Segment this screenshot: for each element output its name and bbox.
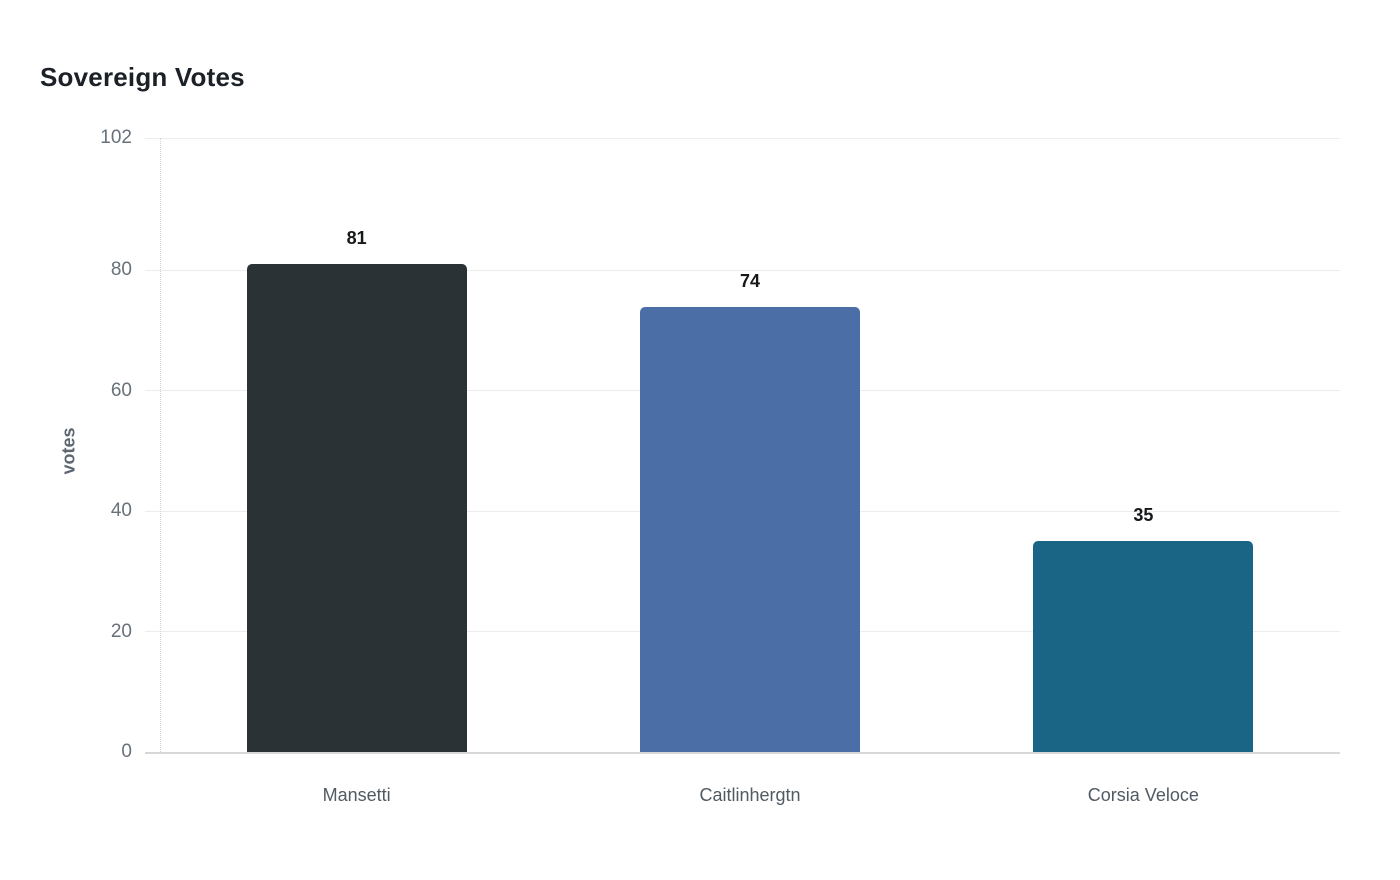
- y-tick-label-0: 0: [121, 741, 132, 762]
- value-label-caitlinhergtn: 74: [739, 270, 761, 291]
- y-tick-label-40: 40: [110, 500, 132, 522]
- category-label-caitlinhergtn: Caitlinhergtn: [699, 785, 801, 805]
- chart-title: Sovereign Votes: [40, 62, 245, 92]
- bar-mansetti: [246, 264, 467, 752]
- gridline-y-102: [145, 137, 1340, 139]
- category-label-mansetti: Mansetti: [322, 785, 391, 805]
- y-tick-label-102: 102: [100, 127, 132, 148]
- bar-corsia-veloce: [1033, 541, 1254, 752]
- gridline-y-80: [145, 269, 1340, 271]
- y-tick-label-20: 20: [110, 620, 132, 642]
- bar-caitlinhergtn: [640, 306, 860, 752]
- x-axis-line: [145, 752, 1340, 754]
- value-label-corsia-veloce: 35: [1133, 505, 1154, 526]
- value-label-mansetti: 81: [346, 228, 367, 249]
- y-axis-label: votes: [58, 427, 79, 475]
- y-tick-label-60: 60: [110, 379, 132, 401]
- y-axis-line: [160, 138, 161, 752]
- category-label-corsia-veloce: Corsia Veloce: [1087, 785, 1199, 805]
- y-tick-label-80: 80: [110, 259, 132, 281]
